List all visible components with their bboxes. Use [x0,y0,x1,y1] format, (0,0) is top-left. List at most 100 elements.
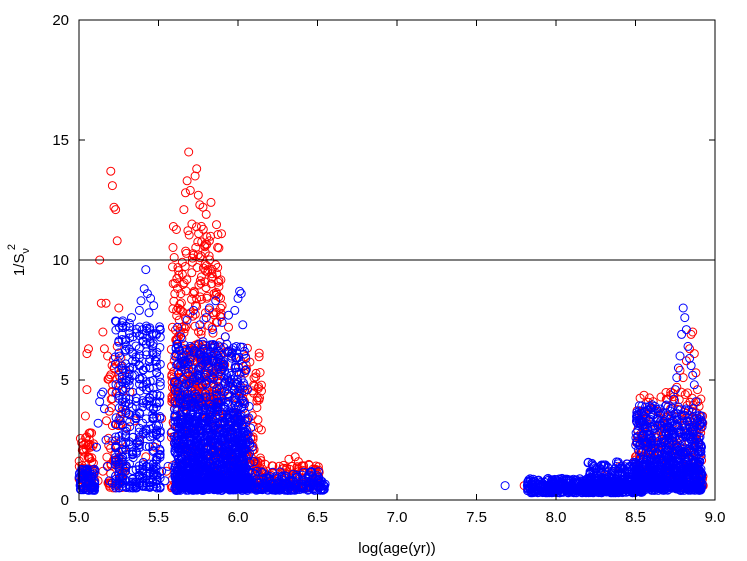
data-points [74,147,708,498]
data-point [236,374,246,384]
data-point [290,452,300,462]
data-point [673,363,683,373]
data-point [181,427,191,437]
data-point [688,327,698,337]
data-point [79,447,89,457]
data-point [211,453,221,463]
data-point [118,458,128,467]
data-point [683,410,693,420]
data-point [148,376,158,385]
data-point [672,382,682,392]
data-point [155,343,165,352]
data-point [117,477,127,487]
data-point [290,484,300,494]
data-point [145,432,155,442]
data-point [216,470,226,480]
data-point [84,344,93,354]
data-point [82,385,92,395]
data-point [187,268,197,278]
data-point [218,425,228,435]
data-point [256,425,266,435]
data-point [109,363,119,373]
data-point [184,147,194,157]
data-point [184,347,194,357]
data-point [691,368,701,378]
data-point [188,394,198,404]
x-tick-label: 6.0 [228,509,249,526]
data-point [176,289,186,299]
data-point [189,250,198,260]
data-point [114,365,124,375]
data-point [111,436,121,446]
data-point [141,385,151,395]
data-point [683,341,693,351]
data-point [160,476,170,486]
data-point [685,344,695,354]
data-point [131,393,141,403]
data-point [188,400,198,410]
data-point [138,398,148,408]
data-point [170,289,180,299]
data-point [173,430,183,440]
data-point [230,305,240,315]
data-point [235,436,245,446]
data-point [138,469,148,479]
data-point [209,310,219,320]
data-point [106,166,116,176]
data-point [194,394,204,404]
data-point [182,275,192,285]
data-point [500,481,510,491]
data-point [173,284,182,293]
data-point [145,354,155,364]
data-point [179,340,189,350]
data-point [85,428,95,438]
data-point [103,374,113,384]
data-point [217,229,226,239]
data-point [181,407,191,417]
data-point [211,260,221,270]
data-point [171,325,180,335]
data-point [254,348,264,358]
data-point [118,316,128,326]
data-point [149,329,158,338]
data-point [243,415,252,425]
data-point [184,440,194,450]
data-point [209,422,218,432]
data-point [182,413,192,423]
data-point [686,361,696,371]
data-point [184,230,194,240]
data-point [220,378,230,388]
x-axis: 5.0 5.5 6.0 6.5 7.0 7.5 8.0 8.5 9.0 [69,20,725,526]
data-point [213,459,223,469]
data-point [155,381,165,391]
data-point [185,185,195,195]
data-point [125,422,135,432]
data-point [155,322,165,332]
data-point [248,468,257,478]
data-point [212,384,222,394]
data-point [196,278,206,288]
data-point [694,401,704,411]
data-point [240,415,249,425]
data-point [193,190,203,200]
data-point [204,361,214,371]
data-point [81,444,91,454]
data-point [183,393,193,403]
data-point [181,401,191,411]
data-point [206,231,216,241]
data-point [141,414,151,424]
data-point [124,365,134,375]
data-point [677,329,687,339]
data-point [200,241,210,251]
data-point [208,448,218,458]
data-point [173,406,182,416]
data-point [196,355,206,365]
data-point [141,452,151,462]
data-point [148,413,158,423]
data-point [209,289,219,299]
data-point [151,479,161,489]
data-point [93,418,103,428]
data-point [223,440,233,450]
data-point [161,466,171,476]
